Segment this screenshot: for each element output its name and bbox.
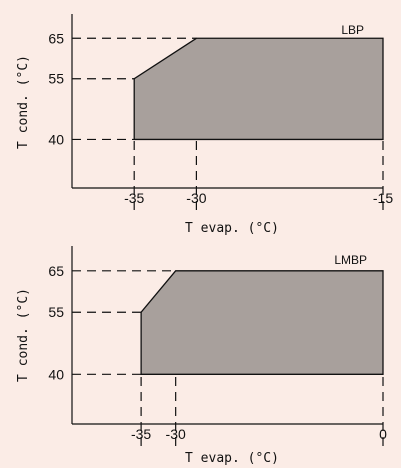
x-axis-label: T evap. (°C) (185, 221, 279, 236)
y-tick-label: 65 (48, 30, 64, 46)
x-tick-label: -30 (166, 426, 186, 442)
x-tick-label: -35 (131, 426, 151, 442)
x-tick-label: 0 (379, 426, 387, 442)
x-axis-label: T evap. (°C) (185, 451, 279, 466)
chart-panel-lbp: LBP T cond. (°C) T evap. (°C) 40 55 65 -35 -… (16, 14, 393, 236)
chart-tag: LMBP (334, 253, 367, 267)
y-tick-label: 55 (48, 304, 64, 320)
y-tick-label: 65 (48, 263, 64, 279)
x-tick-label: -30 (186, 190, 206, 206)
operating-envelope (133, 37, 384, 141)
x-tick-label: -15 (373, 190, 393, 206)
chart-panel-lmbp: LMBP T cond. (°C) T evap. (°C) 40 55 65 -35… (16, 246, 387, 466)
x-tick-label: -35 (124, 190, 144, 206)
chart-tag: LBP (341, 23, 364, 37)
operating-envelope (140, 270, 384, 375)
y-tick-label: 40 (48, 366, 64, 382)
y-axis-label: T cond. (°C) (16, 55, 31, 149)
y-tick-label: 40 (48, 131, 64, 147)
y-tick-label: 55 (48, 71, 64, 87)
y-axis-label: T cond. (°C) (16, 288, 31, 382)
